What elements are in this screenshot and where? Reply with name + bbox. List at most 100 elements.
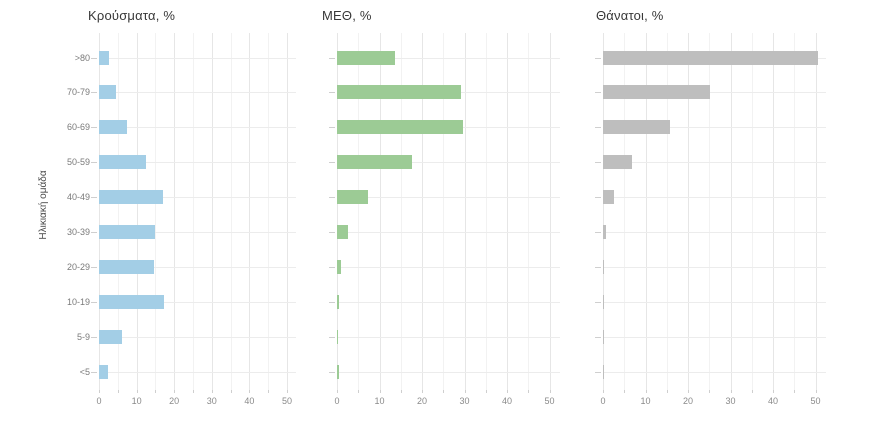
x-axis-tick xyxy=(249,390,251,393)
y-category-label: 30-39 xyxy=(66,227,90,238)
gridline-vertical xyxy=(730,33,732,390)
panel-title-deaths: Θάνατοι, % xyxy=(596,8,664,23)
x-axis-tick xyxy=(815,390,817,393)
y-category-label: 20-29 xyxy=(66,262,90,273)
x-axis-tick xyxy=(751,390,753,393)
y-axis-tick xyxy=(91,371,97,373)
gridline-vertical xyxy=(422,33,423,390)
gridline-vertical xyxy=(230,33,232,390)
x-tick-label: 30 xyxy=(206,396,217,406)
gridline-vertical xyxy=(155,33,157,390)
bar-ΜΕΘ, %-10-19 xyxy=(337,295,339,310)
gridline-vertical xyxy=(211,33,213,390)
x-axis-tick xyxy=(230,390,232,393)
y-category-label: 60-69 xyxy=(66,122,90,133)
x-tick-label: 20 xyxy=(682,396,693,406)
y-axis-tick xyxy=(595,302,601,304)
gridline-horizontal xyxy=(603,267,826,269)
y-axis-tick xyxy=(595,127,601,129)
gridline-horizontal xyxy=(99,197,297,199)
y-axis-tick xyxy=(91,127,97,129)
x-tick-label: 0 xyxy=(600,396,606,406)
gridline-horizontal xyxy=(603,302,826,304)
gridline-vertical xyxy=(645,33,647,390)
x-tick-label: 0 xyxy=(334,396,340,406)
gridline-horizontal xyxy=(603,127,826,129)
gridline-vertical xyxy=(464,33,466,390)
bar-Κρούσματα, %-30-39 xyxy=(99,225,156,240)
bar-Θάνατοι, %-60-69 xyxy=(603,120,671,135)
gridline-vertical xyxy=(379,33,381,390)
bar-Κρούσματα, %-60-69 xyxy=(99,120,128,135)
bar-ΜΕΘ, %-40-49 xyxy=(337,190,368,205)
y-axis-tick xyxy=(91,197,97,199)
x-tick-label: 50 xyxy=(810,396,821,406)
x-axis-tick xyxy=(99,390,100,393)
x-axis-tick xyxy=(268,390,270,393)
gridline-vertical xyxy=(815,33,817,390)
gridline-horizontal xyxy=(99,162,297,164)
bar-Θάνατοι, %-<5 xyxy=(603,364,604,379)
bar-ΜΕΘ, %->80 xyxy=(337,50,395,65)
x-axis-tick xyxy=(485,390,487,393)
gridline-horizontal xyxy=(603,371,826,373)
x-axis-tick xyxy=(549,390,551,393)
bar-Θάνατοι, %->80 xyxy=(603,50,819,65)
gridline-vertical xyxy=(99,33,100,390)
gridline-horizontal xyxy=(603,197,826,199)
gridline-vertical xyxy=(443,33,445,390)
x-axis-tick xyxy=(337,390,338,393)
y-axis-tick xyxy=(91,232,97,234)
bar-Κρούσματα, %-70-79 xyxy=(99,85,116,100)
gridline-horizontal xyxy=(337,337,560,339)
bar-ΜΕΘ, %-30-39 xyxy=(337,225,348,240)
x-axis-tick xyxy=(603,390,604,393)
gridline-horizontal xyxy=(99,337,297,339)
bar-Κρούσματα, %-20-29 xyxy=(99,260,155,275)
x-tick-label: 10 xyxy=(640,396,651,406)
x-tick-label: 30 xyxy=(725,396,736,406)
bar-ΜΕΘ, %-<5 xyxy=(337,364,339,379)
x-axis-tick xyxy=(666,390,668,393)
gridline-horizontal xyxy=(603,162,826,164)
y-axis-tick xyxy=(595,267,601,269)
bar-Κρούσματα, %->80 xyxy=(99,50,110,65)
y-axis-tick xyxy=(329,197,335,199)
gridline-horizontal xyxy=(99,127,297,129)
gridline-vertical xyxy=(549,33,551,390)
panel-title-icu: ΜΕΘ, % xyxy=(322,8,372,23)
x-tick-label: 0 xyxy=(96,396,102,406)
gridline-vertical xyxy=(624,33,626,390)
gridline-horizontal xyxy=(337,302,560,304)
gridline-vertical xyxy=(485,33,487,390)
x-axis-tick xyxy=(379,390,381,393)
x-axis-tick xyxy=(624,390,626,393)
bar-Θάνατοι, %-20-29 xyxy=(603,260,604,275)
y-axis-tick xyxy=(91,267,97,269)
y-category-label: <5 xyxy=(79,366,90,377)
gridline-vertical xyxy=(400,33,402,390)
bar-ΜΕΘ, %-50-59 xyxy=(337,155,412,170)
x-axis-tick xyxy=(211,390,213,393)
bar-Θάνατοι, %-40-49 xyxy=(603,190,614,205)
gridline-horizontal xyxy=(337,162,560,164)
bar-Κρούσματα, %-40-49 xyxy=(99,190,163,205)
x-axis-tick xyxy=(709,390,711,393)
x-axis-tick xyxy=(193,390,194,393)
gridline-vertical xyxy=(507,33,508,390)
y-axis-tick xyxy=(329,371,335,373)
x-tick-label: 40 xyxy=(767,396,778,406)
y-axis-tick xyxy=(329,302,335,304)
y-axis-tick xyxy=(91,302,97,304)
bar-Θάνατοι, %-70-79 xyxy=(603,85,711,100)
y-axis-tick xyxy=(329,127,335,129)
y-category-label: 50-59 xyxy=(66,157,90,168)
x-axis-tick xyxy=(422,390,423,393)
gridline-horizontal xyxy=(99,232,297,234)
x-axis-tick xyxy=(730,390,732,393)
x-axis-tick xyxy=(443,390,445,393)
x-axis-tick xyxy=(174,390,176,393)
x-axis-tick xyxy=(773,390,774,393)
gridline-vertical xyxy=(773,33,774,390)
bar-ΜΕΘ, %-60-69 xyxy=(337,120,463,135)
